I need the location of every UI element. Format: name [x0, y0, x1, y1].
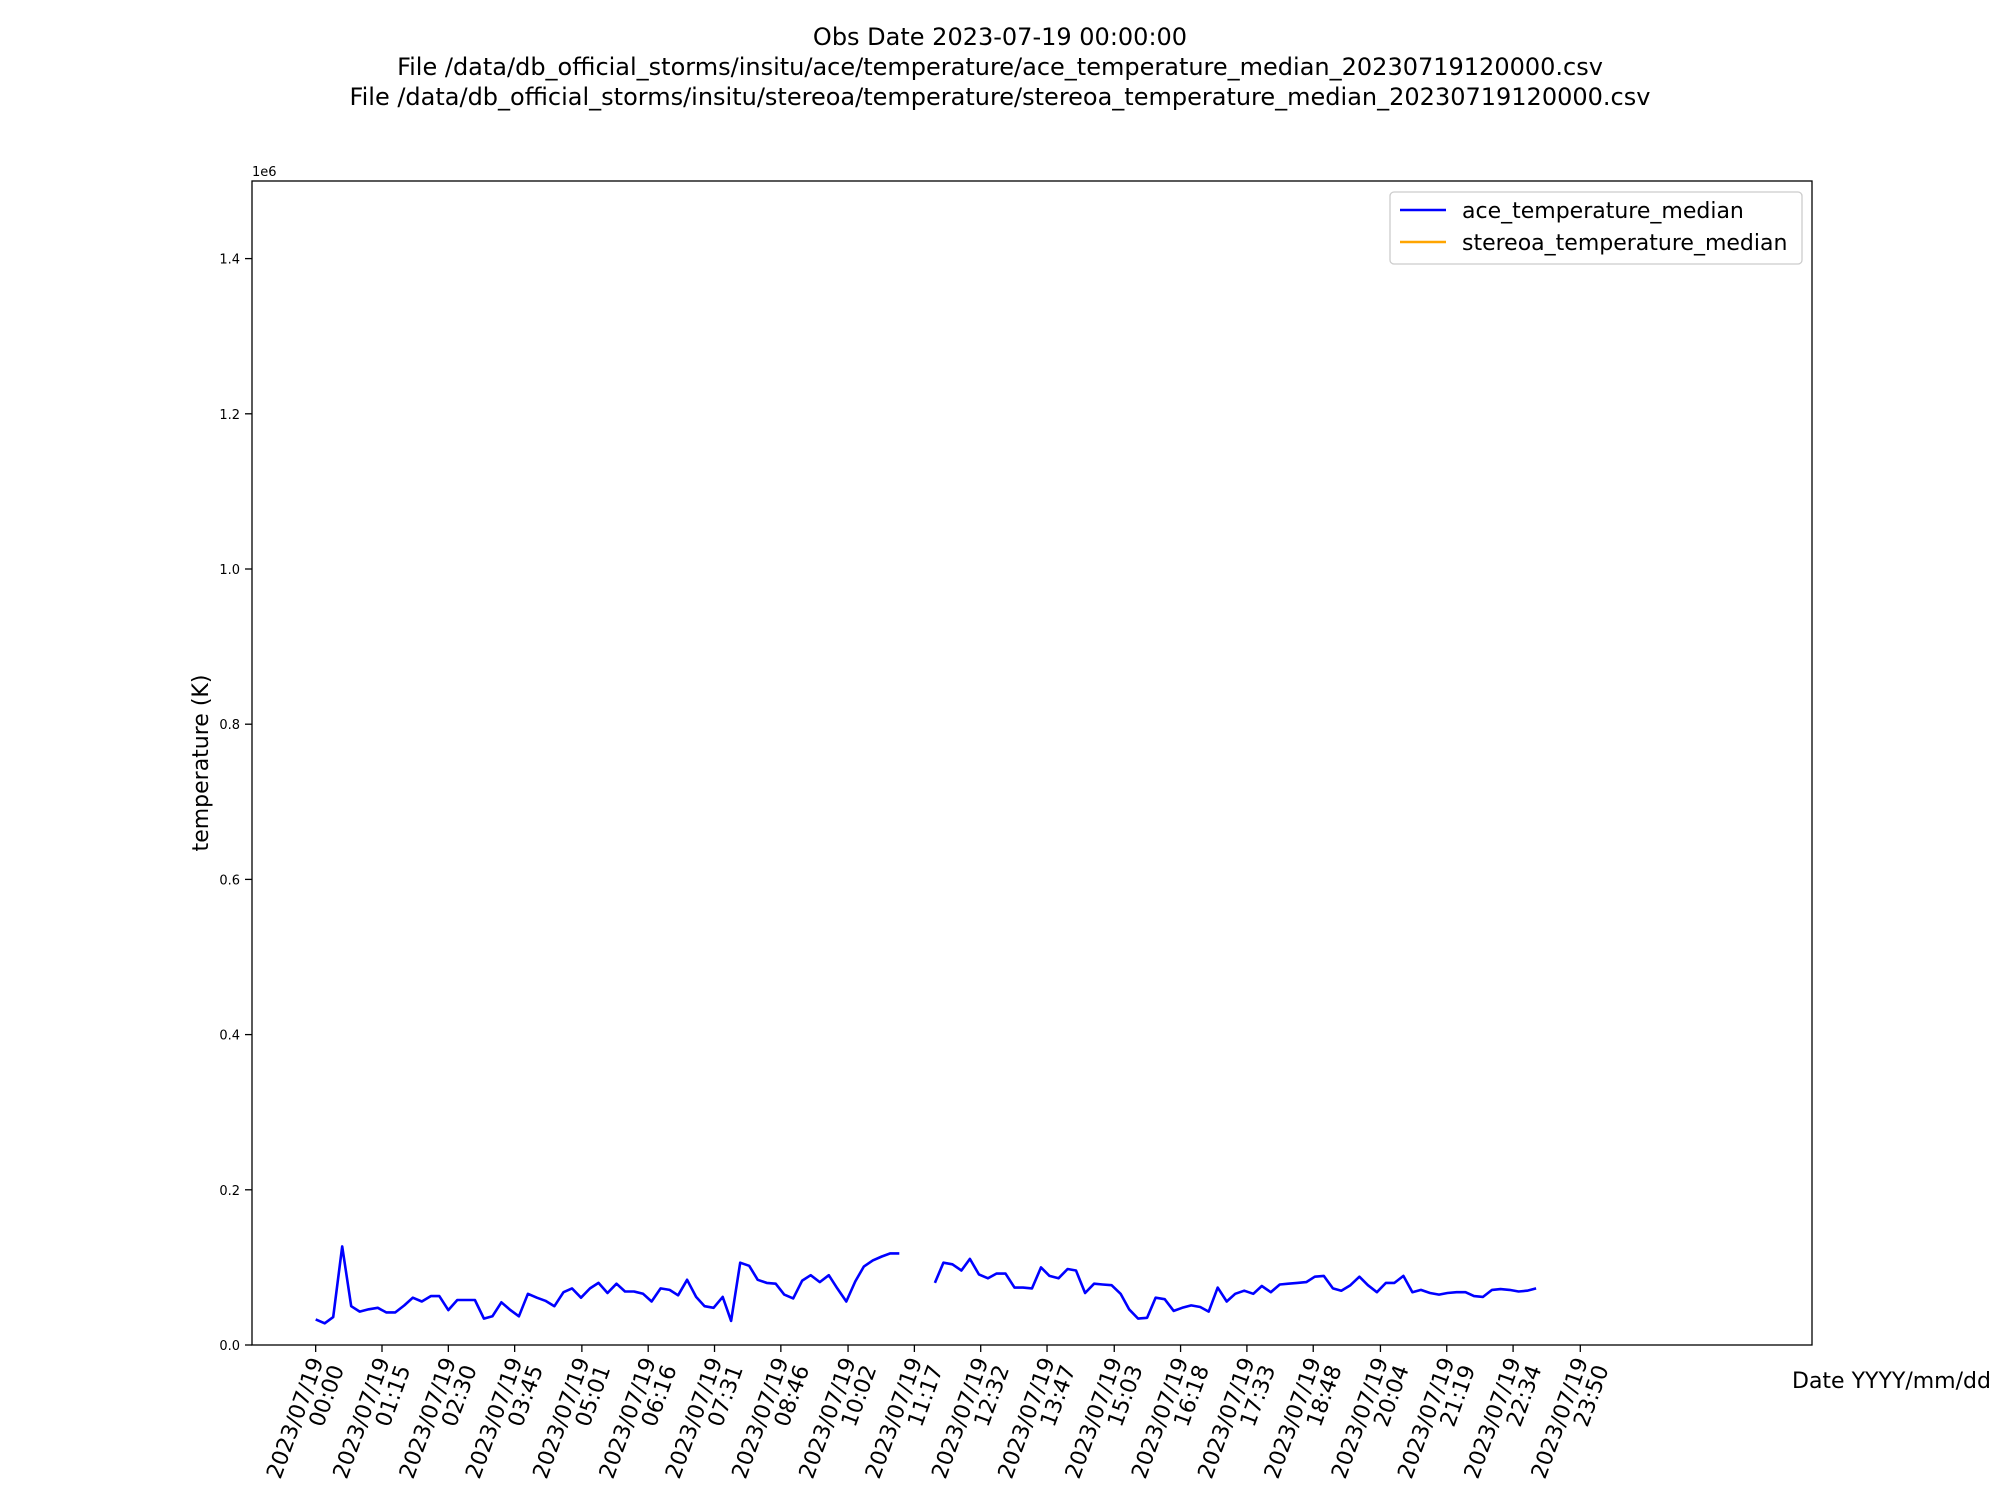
chart-title-block: Obs Date 2023-07-19 00:00:00 File /data/… — [0, 22, 2000, 112]
x-axis: 2023/07/1900:002023/07/1901:152023/07/19… — [262, 1345, 1615, 1482]
chart-title: Obs Date 2023-07-19 00:00:00 — [812, 23, 1188, 51]
y-tick-label: 0.6 — [219, 873, 240, 888]
legend: ace_temperature_median stereoa_temperatu… — [1389, 191, 1803, 265]
y-tick-label: 0.8 — [219, 718, 240, 733]
chart-subtitle-ace-file: File /data/db_official_storms/insitu/ace… — [397, 53, 1603, 81]
series-line-ace_temperature_median — [315, 1245, 900, 1325]
y-tick-label: 0.2 — [219, 1184, 240, 1199]
y-axis-scale-label: 1e6 — [252, 165, 277, 180]
legend-label-stereoa: stereoa_temperature_median — [1462, 231, 1787, 256]
plot-area-frame — [251, 180, 1813, 1346]
y-tick-label: 0.4 — [219, 1029, 240, 1044]
y-axis-label: temperature (K) — [189, 675, 214, 852]
x-axis-label: Date YYYY/mm/dd — [1792, 1369, 1991, 1394]
y-tick-label: 1.0 — [219, 563, 240, 578]
y-tick-label: 1.2 — [219, 408, 240, 423]
y-tick-label: 1.4 — [219, 253, 240, 268]
series-layer — [315, 1245, 1537, 1325]
chart-subtitle-stereoa-file: File /data/db_official_storms/insitu/ste… — [349, 83, 1651, 111]
legend-label-ace: ace_temperature_median — [1462, 199, 1744, 224]
legend-box — [1389, 191, 1803, 265]
series-line-ace_temperature_median — [933, 1257, 1537, 1320]
y-axis: 0.0 0.2 0.4 0.6 0.8 1.0 1.2 1.4 — [219, 253, 252, 1354]
y-tick-label: 0.0 — [219, 1339, 240, 1354]
